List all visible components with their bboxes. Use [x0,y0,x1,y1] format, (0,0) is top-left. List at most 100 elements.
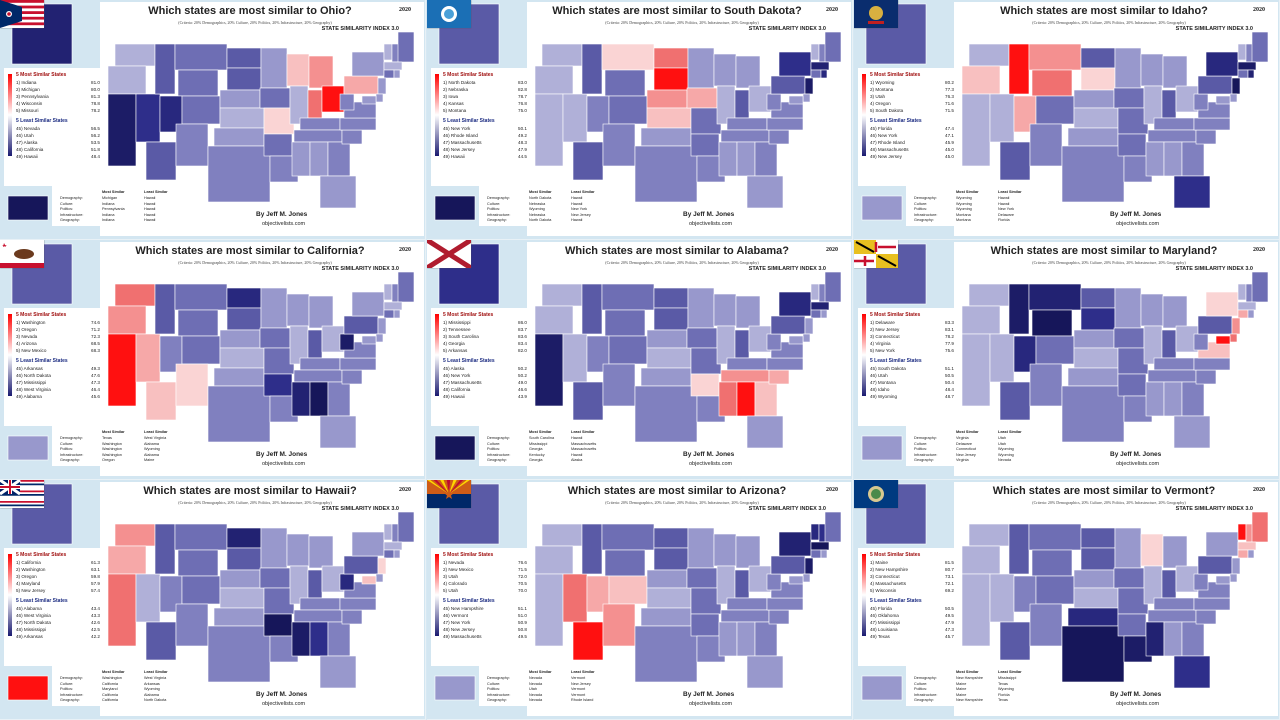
state-ct [1237,549,1249,559]
category-most: South Carolina [529,436,555,440]
state-or [534,305,574,335]
state-wv [339,93,355,111]
category-name: Culture: [914,201,928,206]
state-ri [1247,69,1255,79]
state-ca [534,333,564,407]
state-rank: 1) Delaware [870,320,895,325]
state-me [1251,271,1269,303]
south-dakota-flag [427,0,471,28]
least-similar-col-header: Least Similar [144,670,168,674]
state-nv [562,93,588,143]
author-credit: By Jeff M. Jones [1110,691,1162,698]
category-most: Wyoming [956,196,972,200]
category-most: Wyoming [956,201,972,206]
most-similar-header: 5 Most Similar States [443,72,494,78]
state-wy [1031,549,1073,577]
state-ga [754,141,778,177]
state-or [107,65,147,95]
state-score: 76.8 [518,101,527,106]
state-ne [219,89,261,109]
state-ms [1145,621,1165,657]
most-similar-col-header: Most Similar [956,190,979,194]
map-panel-idaho: Which states are most similar to Idaho? (… [854,0,1280,240]
map-title: Which states are most similar to Califor… [135,245,365,257]
state-ri [393,69,401,79]
site-credit: objectivelists.com [689,221,733,227]
legend-backing [4,308,102,426]
state-nv [989,573,1015,623]
year-label: 2020 [399,487,411,493]
state-ct [383,549,395,559]
state-az [572,381,604,421]
map-title: Which states are most similar to Idaho? [1000,5,1208,17]
state-ar [690,613,720,637]
state-id [1008,43,1030,95]
category-least: Hawaii [144,218,156,222]
state-de [802,573,811,583]
state-mi [735,295,761,329]
map-title: Which states are most similar to Alabama… [565,245,789,257]
category-most: California [102,681,119,686]
state-tn [1147,369,1197,383]
state-score: 68.3 [91,348,100,353]
category-name: Infrastructure: [914,212,938,217]
state-rank: 4) Georgia [443,341,465,346]
state-ks [646,107,692,129]
state-rank: 45) Alabama [16,606,42,611]
state-ky [299,117,341,131]
category-name: Infrastructure: [487,212,511,217]
site-credit: objectivelists.com [1116,701,1160,707]
state-ga [754,621,778,657]
category-name: Geography: [487,218,507,222]
state-tn [293,609,343,623]
state-wy [1031,309,1073,337]
us-state-map [858,482,1278,716]
state-ks [1073,107,1119,129]
author-credit: By Jeff M. Jones [683,691,735,698]
index-label: STATE SIMILARITY INDEX 3.0 [1175,506,1253,512]
category-least: Alabama [144,452,159,457]
state-score: 68.5 [91,341,100,346]
state-sd [653,547,689,571]
state-rank: 49) Wyoming [870,394,898,399]
state-sc [768,369,790,385]
california-flag [0,240,44,268]
least-similar-col-header: Least Similar [571,430,595,434]
state-wv [766,93,782,111]
state-wa [968,43,1010,67]
state-rank: 3) Connecticut [870,334,900,339]
state-nm [175,363,209,407]
category-most: Utah [529,687,538,691]
most-similar-header: 5 Most Similar States [16,312,67,318]
category-name: Culture: [487,681,501,686]
category-name: Politics: [60,207,74,211]
state-score: 50.2 [518,366,527,371]
state-ar [263,613,293,637]
state-rank: 1) California [16,560,41,565]
state-ne [646,329,688,349]
state-or [961,305,1001,335]
least-similar-header: 5 Least Similar States [443,358,495,364]
category-least: Utah [998,441,1007,446]
state-score: 78.2 [945,334,954,339]
state-ri [820,549,828,559]
state-ma [383,541,403,551]
state-az [999,141,1031,181]
state-rank: 47) Mississippi [16,380,47,385]
state-me [397,271,415,303]
state-score: 51.0 [518,613,527,618]
state-mi [1162,295,1188,329]
category-name: Politics: [487,687,501,691]
category-least: Hawaii [144,212,156,217]
state-sd [1080,67,1116,91]
state-ok [1067,367,1119,387]
state-id [1008,283,1030,335]
state-ct [1237,69,1249,79]
state-sd [226,307,262,331]
us-state-map [4,2,424,236]
state-rank: 5) Wisconsin [870,588,897,593]
category-most: Virginia [956,458,969,462]
state-mn [1114,287,1142,329]
state-md [1215,95,1231,105]
category-most: Georgia [529,458,543,462]
